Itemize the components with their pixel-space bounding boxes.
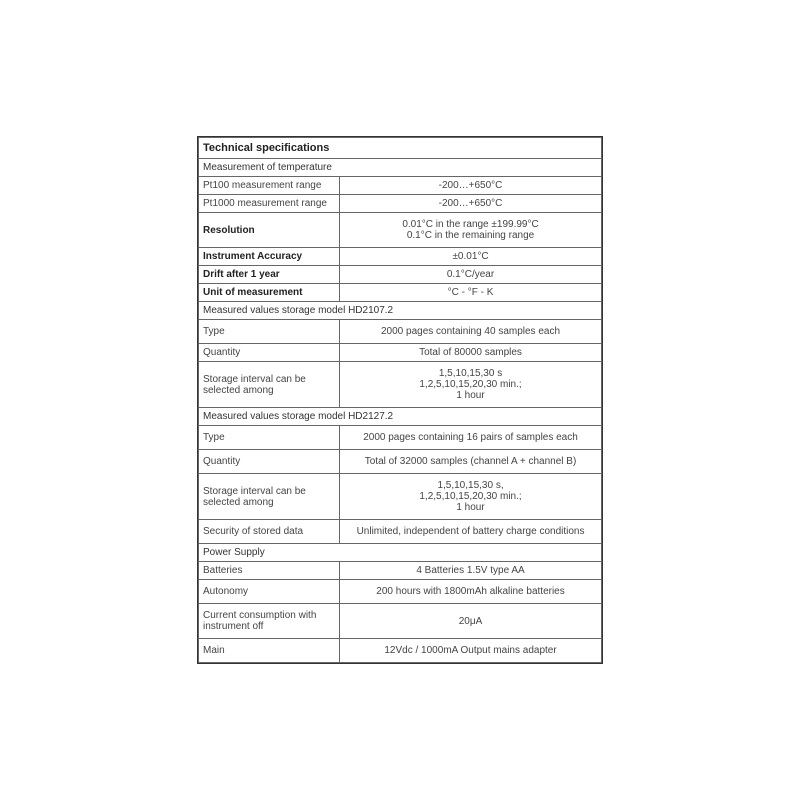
spec-value: Total of 80000 samples	[340, 344, 602, 362]
spec-table-container: Technical specificationsMeasurement of t…	[197, 136, 603, 664]
spec-value: 1,5,10,15,30 s,1,2,5,10,15,20,30 min.;1 …	[340, 474, 602, 520]
spec-value: 1,5,10,15,30 s1,2,5,10,15,20,30 min.;1 h…	[340, 362, 602, 408]
spec-value: Total of 32000 samples (channel A + chan…	[340, 450, 602, 474]
spec-label: Quantity	[199, 344, 340, 362]
section-title: Measured values storage model HD2127.2	[199, 408, 602, 426]
spec-label: Instrument Accuracy	[199, 248, 340, 266]
spec-label: Drift after 1 year	[199, 266, 340, 284]
spec-label: Main	[199, 639, 340, 663]
spec-value: 200 hours with 1800mAh alkaline batterie…	[340, 580, 602, 604]
section-title: Measurement of temperature	[199, 159, 602, 177]
spec-label: Type	[199, 320, 340, 344]
spec-label: Storage interval can be selected among	[199, 474, 340, 520]
spec-label: Storage interval can be selected among	[199, 362, 340, 408]
spec-label: Current consumption with instrument off	[199, 604, 340, 639]
spec-value: 20μA	[340, 604, 602, 639]
spec-value: ±0.01°C	[340, 248, 602, 266]
spec-value: Unlimited, independent of battery charge…	[340, 520, 602, 544]
spec-label: Unit of measurement	[199, 284, 340, 302]
spec-value: °C - °F - K	[340, 284, 602, 302]
spec-table: Technical specificationsMeasurement of t…	[198, 137, 602, 663]
section-title: Power Supply	[199, 544, 602, 562]
spec-label: Quantity	[199, 450, 340, 474]
spec-label: Pt1000 measurement range	[199, 195, 340, 213]
spec-value: -200…+650°C	[340, 195, 602, 213]
section-title: Measured values storage model HD2107.2	[199, 302, 602, 320]
spec-value: -200…+650°C	[340, 177, 602, 195]
spec-value: 4 Batteries 1.5V type AA	[340, 562, 602, 580]
spec-label: Batteries	[199, 562, 340, 580]
spec-value: 12Vdc / 1000mA Output mains adapter	[340, 639, 602, 663]
spec-label: Autonomy	[199, 580, 340, 604]
spec-value: 0.1°C/year	[340, 266, 602, 284]
spec-value: 2000 pages containing 16 pairs of sample…	[340, 426, 602, 450]
spec-label: Security of stored data	[199, 520, 340, 544]
spec-value: 2000 pages containing 40 samples each	[340, 320, 602, 344]
table-title: Technical specifications	[199, 138, 602, 159]
spec-label: Resolution	[199, 213, 340, 248]
spec-label: Pt100 measurement range	[199, 177, 340, 195]
spec-label: Type	[199, 426, 340, 450]
spec-value: 0.01°C in the range ±199.99°C0.1°C in th…	[340, 213, 602, 248]
